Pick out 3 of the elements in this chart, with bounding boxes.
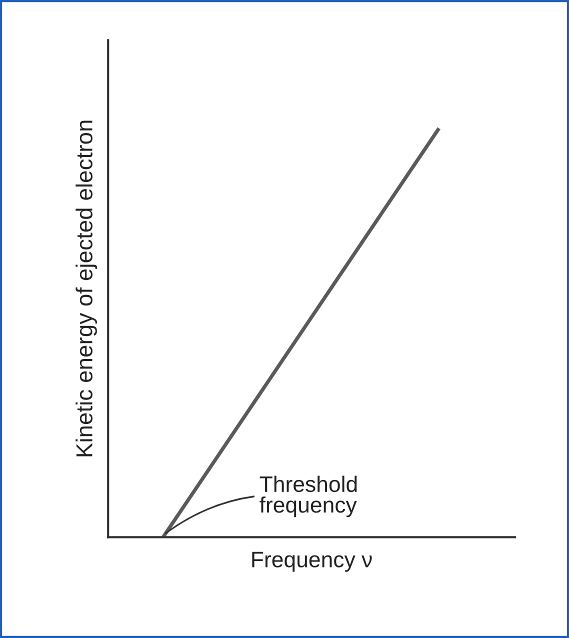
x-axis-title: Frequency ν — [252, 552, 372, 572]
annotation: Threshold frequency — [260, 476, 357, 518]
y-axis-title: Kinetic energy of ejected electron — [76, 120, 97, 456]
